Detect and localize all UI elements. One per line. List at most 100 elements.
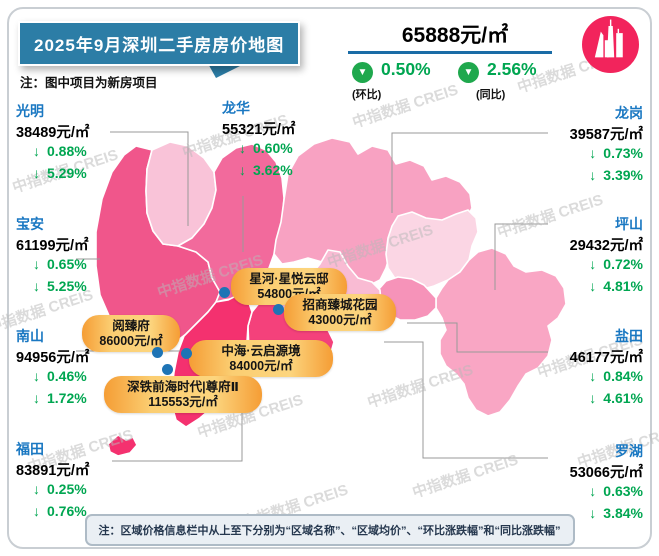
district-price: 39587元/㎡	[569, 127, 643, 143]
district-name: 龙华	[222, 100, 250, 116]
district-info-luohu: 罗湖 53066元/㎡ ↓ 0.63% ↓ 3.84%	[523, 441, 643, 527]
down-arrow-icon: ↓	[589, 483, 597, 499]
mom-value: 0.60%	[253, 140, 293, 156]
yoy-label: (同比)	[476, 89, 506, 101]
project-name: 中海·云启源境	[221, 344, 301, 358]
bottom-note: 注：区域价格信息栏中从上至下分别为“区域名称”、“区域均价”、“环比涨跌幅”和“…	[84, 514, 575, 546]
down-arrow-icon: ↓	[33, 368, 40, 384]
down-arrow-icon: ↓	[33, 481, 40, 497]
project-name: 深铁前海时代|尊府Ⅱ	[127, 380, 239, 394]
leader-luohu	[384, 341, 548, 459]
district-shape-dapeng	[435, 247, 567, 417]
project-name: 招商臻城花园	[302, 298, 378, 312]
project-name: 阅臻府	[112, 319, 150, 333]
down-arrow-icon: ↓	[589, 256, 597, 272]
district-name: 龙岗	[615, 105, 643, 121]
project-callout: 中海·云启源境 84000元/㎡	[189, 340, 333, 377]
district-yoy: ↓ 3.39%	[523, 167, 643, 189]
district-price: 53066元/㎡	[569, 465, 643, 481]
district-yoy: ↓ 3.62%	[222, 162, 342, 184]
district-mom: ↓ 0.60%	[222, 140, 342, 162]
mom-value: 0.46%	[47, 368, 87, 384]
project-price: 115553元/㎡	[148, 394, 218, 409]
yoy-change: 2.56%	[487, 59, 537, 79]
district-mom: ↓ 0.46%	[16, 368, 136, 390]
leader-pingshan	[494, 223, 548, 290]
district-name: 福田	[16, 441, 44, 457]
down-triangle-glyph: ▼	[357, 67, 368, 78]
district-name: 坪山	[615, 216, 643, 232]
yoy-value: 3.62%	[253, 162, 293, 178]
district-price: 38489元/㎡	[16, 125, 90, 141]
yoy-value: 0.76%	[47, 503, 87, 519]
district-price: 61199元/㎡	[16, 238, 89, 254]
yoy-value: 1.72%	[47, 390, 87, 406]
yoy-value: 4.81%	[603, 278, 643, 294]
project-name: 星河·星悦云邸	[249, 272, 329, 286]
district-mom: ↓ 0.88%	[16, 143, 136, 165]
mom-value: 0.72%	[603, 256, 643, 272]
leader-yantian	[407, 322, 548, 353]
mom-value: 0.73%	[603, 145, 643, 161]
price-underline	[348, 51, 552, 54]
down-arrow-icon: ↓	[589, 167, 597, 183]
project-price: 43000元/㎡	[308, 312, 372, 327]
district-yoy: ↓ 5.29%	[16, 165, 136, 187]
district-info-guangming: 光明 38489元/㎡ ↓ 0.88% ↓ 5.29%	[16, 101, 136, 187]
down-arrow-icon: ↓	[33, 256, 40, 272]
project-callout: 阅臻府 86000元/㎡	[82, 315, 180, 352]
district-info-longgang: 龙岗 39587元/㎡ ↓ 0.73% ↓ 3.39%	[523, 103, 643, 189]
mom-value: 0.63%	[603, 483, 643, 499]
district-price: 83891元/㎡	[16, 463, 90, 479]
yoy-value: 4.61%	[603, 390, 643, 406]
top-note: 注：图中项目为新房项目	[20, 76, 158, 90]
mom-value: 0.84%	[603, 368, 643, 384]
district-info-futian: 福田 83891元/㎡ ↓ 0.25% ↓ 0.76%	[16, 439, 136, 525]
district-price: 94956元/㎡	[16, 350, 90, 366]
district-name: 光明	[16, 103, 44, 119]
down-arrow-icon: ↓	[33, 390, 40, 406]
project-marker	[273, 304, 284, 315]
down-arrow-icon: ↓	[239, 162, 246, 178]
district-name: 南山	[16, 328, 44, 344]
down-arrow-icon: ↓	[239, 140, 246, 156]
district-mom: ↓ 0.73%	[523, 145, 643, 167]
district-yoy: ↓ 4.61%	[523, 390, 643, 412]
yoy-value: 3.39%	[603, 167, 643, 183]
district-yoy: ↓ 1.72%	[16, 390, 136, 412]
district-mom: ↓ 0.84%	[523, 368, 643, 390]
project-price: 86000元/㎡	[99, 333, 163, 348]
district-mom: ↓ 0.25%	[16, 481, 136, 503]
district-yoy: ↓ 5.25%	[16, 278, 136, 300]
mom-value: 0.25%	[47, 481, 87, 497]
page-title: 2025年9月深圳二手房房价地图	[18, 21, 301, 66]
district-price: 29432元/㎡	[569, 238, 643, 254]
district-name: 罗湖	[615, 443, 643, 459]
down-arrow-icon: ↓	[589, 368, 597, 384]
leader-guangming	[110, 131, 189, 226]
down-arrow-icon: ↓	[589, 278, 597, 294]
district-info-baoan: 宝安 61199元/㎡ ↓ 0.65% ↓ 5.25%	[16, 214, 136, 300]
district-mom: ↓ 0.65%	[16, 256, 136, 278]
district-info-nanshan: 南山 94956元/㎡ ↓ 0.46% ↓ 1.72%	[16, 326, 136, 412]
district-name: 宝安	[16, 216, 44, 232]
project-marker	[152, 347, 163, 358]
mom-value: 0.88%	[47, 143, 87, 159]
district-yoy: ↓ 3.84%	[523, 505, 643, 527]
project-marker	[181, 348, 192, 359]
district-info-pingshan: 坪山 29432元/㎡ ↓ 0.72% ↓ 4.81%	[523, 214, 643, 300]
island-shape	[107, 434, 138, 457]
yoy-value: 5.29%	[47, 165, 87, 181]
mom-label: (环比)	[352, 89, 382, 101]
average-price: 65888元/㎡	[401, 24, 509, 47]
yoy-value: 3.84%	[603, 505, 643, 521]
district-name: 盐田	[615, 328, 643, 344]
project-callout: 深铁前海时代|尊府Ⅱ 115553元/㎡	[104, 376, 262, 413]
down-triangle-icon: ▼	[352, 62, 373, 83]
down-triangle-glyph: ▼	[463, 67, 474, 78]
leader-longgang	[391, 132, 548, 213]
project-price: 84000元/㎡	[229, 358, 293, 373]
project-marker	[219, 287, 230, 298]
creis-logo-icon	[582, 16, 639, 73]
mom-value: 0.65%	[47, 256, 87, 272]
